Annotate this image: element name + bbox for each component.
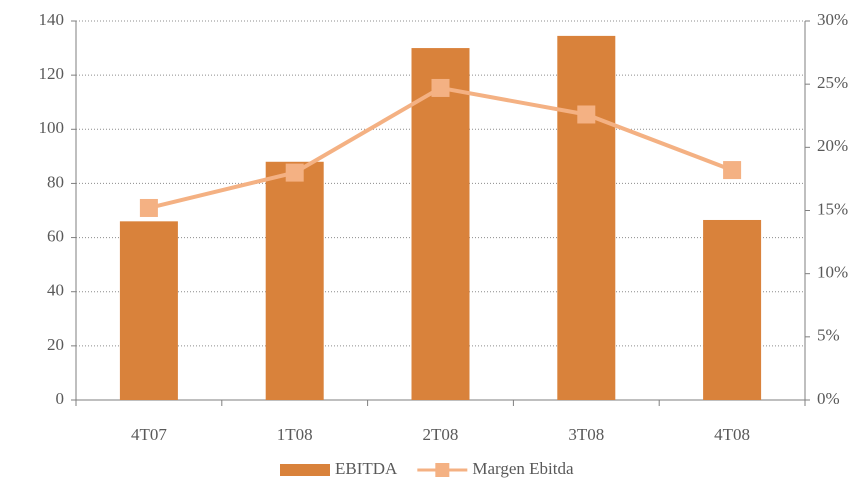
x-tick-label: 3T08 [568, 425, 604, 444]
legend-swatch [435, 463, 450, 477]
y-tick-label: 100 [39, 118, 65, 137]
y-tick-label: 0 [56, 389, 65, 408]
marker [577, 105, 596, 124]
y-tick-label: 60 [47, 226, 64, 245]
marker [139, 198, 158, 217]
y2-tick-label: 25% [817, 73, 848, 92]
bar [703, 219, 762, 400]
x-tick-label: 2T08 [423, 425, 459, 444]
marker [723, 161, 742, 180]
y2-tick-label: 15% [817, 199, 848, 218]
marker [285, 163, 304, 182]
y2-tick-label: 0% [817, 389, 840, 408]
bar [411, 48, 470, 400]
legend-label: Margen Ebitda [472, 459, 574, 478]
marker [431, 78, 450, 97]
y2-tick-label: 10% [817, 263, 848, 282]
legend-swatch [280, 464, 330, 476]
bar [557, 35, 616, 401]
y2-tick-label: 5% [817, 326, 840, 345]
x-tick-label: 4T07 [131, 425, 167, 444]
bar [265, 161, 324, 400]
legend-label: EBITDA [335, 459, 398, 478]
y-tick-label: 80 [47, 172, 64, 191]
y-tick-label: 40 [47, 281, 64, 300]
bar [119, 221, 178, 400]
y-tick-label: 20 [47, 335, 64, 354]
y-tick-label: 140 [39, 10, 65, 29]
y-tick-label: 120 [39, 64, 65, 83]
y2-tick-label: 20% [817, 136, 848, 155]
x-tick-label: 1T08 [277, 425, 313, 444]
y2-tick-label: 30% [817, 10, 848, 29]
x-tick-label: 4T08 [714, 425, 750, 444]
